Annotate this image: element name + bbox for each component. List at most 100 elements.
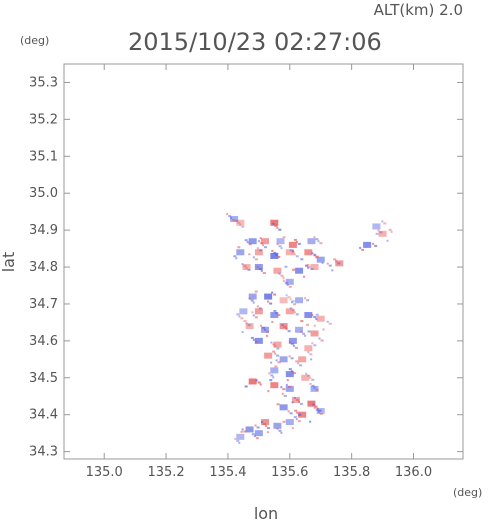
echo-cell bbox=[245, 426, 254, 433]
echo-cell bbox=[279, 356, 288, 363]
chart-title: 2015/10/23 02:27:06 bbox=[128, 28, 382, 56]
echo-speckle bbox=[286, 283, 289, 286]
echo-speckle bbox=[289, 249, 292, 252]
echo-speckle bbox=[256, 305, 259, 308]
echo-speckle bbox=[278, 429, 282, 432]
echo-speckle bbox=[241, 331, 244, 334]
echo-cell bbox=[273, 422, 282, 429]
echo-speckle bbox=[295, 240, 298, 243]
y-tick-label: 34.5 bbox=[29, 371, 58, 386]
echo-cell bbox=[304, 312, 313, 319]
x-tick-label: 135.8 bbox=[333, 465, 370, 480]
echo-speckle bbox=[307, 351, 310, 354]
plot-frame bbox=[63, 63, 464, 460]
echo-cell bbox=[285, 278, 294, 285]
echo-speckle bbox=[388, 228, 392, 231]
echo-speckle bbox=[306, 323, 310, 326]
echo-speckle bbox=[317, 240, 320, 243]
echo-speckle bbox=[288, 340, 291, 343]
echo-cell bbox=[307, 238, 316, 245]
echo-speckle bbox=[285, 383, 288, 386]
echo-speckle bbox=[235, 219, 238, 222]
echo-speckle bbox=[314, 405, 318, 408]
echo-speckle bbox=[297, 400, 300, 403]
echo-speckle bbox=[386, 239, 389, 242]
echo-speckle bbox=[390, 230, 393, 233]
echo-speckle bbox=[238, 441, 241, 444]
echo-speckle bbox=[310, 358, 313, 361]
echo-cell bbox=[264, 293, 273, 300]
echo-speckle bbox=[326, 262, 329, 265]
echo-speckle bbox=[381, 220, 384, 223]
y-tick-label: 35.2 bbox=[29, 112, 58, 127]
echo-cell bbox=[285, 385, 294, 392]
echo-speckle bbox=[320, 339, 324, 342]
echo-cell bbox=[254, 308, 263, 315]
echo-speckle bbox=[271, 321, 274, 324]
echo-speckle bbox=[305, 372, 308, 375]
echo-cell bbox=[245, 323, 254, 330]
echo-speckle bbox=[379, 231, 383, 234]
echo-speckle bbox=[262, 244, 265, 247]
echo-cell bbox=[236, 219, 245, 226]
echo-cell bbox=[254, 430, 263, 437]
echo-speckle bbox=[258, 307, 262, 310]
echo-speckle bbox=[252, 301, 255, 304]
echo-speckle bbox=[278, 272, 281, 275]
echo-speckle bbox=[243, 265, 247, 268]
echo-cell bbox=[236, 249, 245, 256]
echo-speckle bbox=[309, 420, 312, 423]
echo-speckle bbox=[293, 311, 296, 314]
echo-speckle bbox=[321, 262, 324, 265]
echo-speckle bbox=[245, 322, 248, 325]
echo-speckle bbox=[291, 401, 294, 404]
echo-speckle bbox=[236, 439, 240, 442]
echo-speckle bbox=[299, 364, 303, 367]
echo-speckle bbox=[286, 379, 289, 382]
echo-cell bbox=[363, 241, 372, 248]
echo-speckle bbox=[300, 258, 304, 261]
echo-speckle bbox=[255, 379, 258, 382]
echo-speckle bbox=[244, 239, 248, 242]
echo-speckle bbox=[259, 237, 262, 240]
x-axis-ticks: 135.0 135.2 135.4 135.6 135.8 136.0 bbox=[86, 64, 432, 480]
echo-speckle bbox=[295, 255, 299, 258]
echo-speckle bbox=[313, 324, 316, 327]
echo-speckle bbox=[282, 276, 285, 279]
echo-speckle bbox=[252, 256, 255, 259]
echo-speckle bbox=[295, 313, 299, 316]
echo-speckle bbox=[278, 228, 282, 231]
echo-speckle bbox=[277, 255, 281, 258]
echo-speckle bbox=[318, 409, 322, 412]
echo-speckle bbox=[240, 430, 244, 433]
echo-cell bbox=[301, 374, 310, 381]
echo-speckle bbox=[269, 379, 273, 382]
echo-speckle bbox=[271, 291, 274, 294]
echo-cell bbox=[304, 345, 313, 352]
echo-speckle bbox=[333, 258, 337, 261]
echo-cell bbox=[239, 308, 248, 315]
echo-speckle bbox=[275, 312, 278, 315]
echo-speckle bbox=[262, 272, 266, 275]
echo-speckle bbox=[287, 296, 291, 299]
echo-speckle bbox=[289, 298, 292, 301]
echo-speckle bbox=[315, 238, 319, 241]
echo-speckle bbox=[291, 249, 294, 252]
echo-speckle bbox=[275, 359, 278, 362]
echo-speckle bbox=[265, 334, 268, 337]
echo-speckle bbox=[313, 386, 316, 389]
echo-cell bbox=[316, 315, 325, 322]
y-tick-label: 35.3 bbox=[29, 75, 58, 90]
echo-speckle bbox=[267, 390, 270, 393]
echo-speckle bbox=[372, 242, 375, 245]
echo-speckle bbox=[241, 225, 245, 228]
echo-speckle bbox=[252, 314, 255, 317]
echo-cell bbox=[270, 367, 279, 374]
echo-speckle bbox=[291, 309, 295, 312]
echo-cell bbox=[295, 326, 304, 333]
echo-speckle bbox=[296, 411, 299, 414]
echo-speckle bbox=[335, 260, 338, 263]
echo-speckle bbox=[288, 355, 291, 358]
echo-speckle bbox=[297, 242, 301, 245]
echo-speckle bbox=[270, 374, 274, 377]
